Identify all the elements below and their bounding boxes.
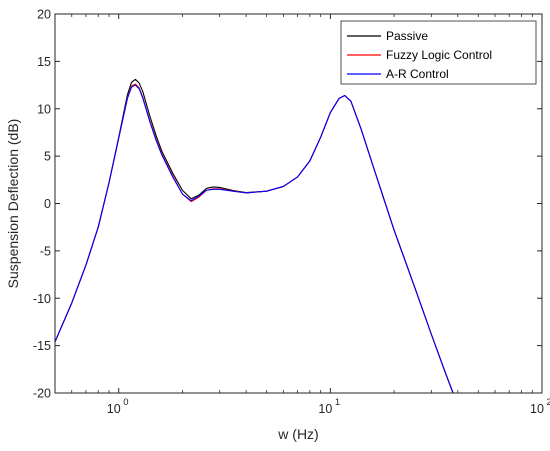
y-tick-label: 5	[44, 150, 51, 164]
y-tick-label: 10	[37, 102, 51, 116]
legend-label-3: A-R Control	[386, 67, 449, 81]
x-tick-label: 10	[318, 402, 332, 416]
legend-label-2: Fuzzy Logic Control	[386, 48, 492, 62]
x-tick-label: 10	[530, 402, 544, 416]
y-tick-label: -5	[40, 244, 51, 258]
x-tick-exponent: 1	[335, 397, 340, 408]
x-tick-exponent: 2	[547, 397, 550, 408]
y-tick-label: 20	[37, 8, 51, 22]
x-axis-label: w (Hz)	[277, 426, 318, 442]
x-tick-label: 10	[107, 402, 121, 416]
legend-label-1: Passive	[386, 29, 428, 43]
y-tick-label: -10	[33, 292, 51, 306]
y-tick-label: -15	[33, 339, 51, 353]
y-tick-label: 0	[44, 197, 51, 211]
legend: Passive Fuzzy Logic Control A-R Control	[341, 21, 536, 84]
x-tick-exponent: 0	[123, 397, 128, 408]
y-axis-label: Suspension Deflection (dB)	[5, 119, 21, 289]
y-tick-label: 15	[37, 55, 51, 69]
y-tick-label: -20	[33, 387, 51, 401]
